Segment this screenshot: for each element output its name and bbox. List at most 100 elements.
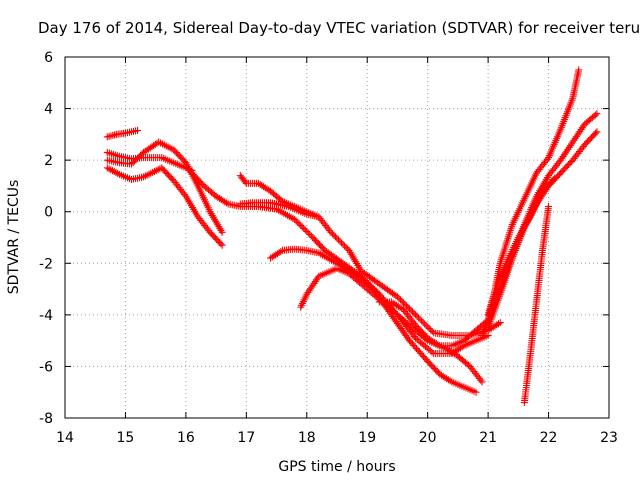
data-point-run — [526, 300, 540, 358]
data-point-run — [430, 329, 454, 339]
data-point-run — [345, 270, 364, 287]
data-point-run — [158, 164, 176, 183]
data-point-run — [194, 182, 213, 214]
data-point-run — [206, 208, 226, 236]
series-track-a — [103, 126, 142, 141]
data-point-run — [267, 187, 285, 204]
chart-title: Day 176 of 2014, Sidereal Day-to-day VTE… — [38, 19, 640, 37]
data-point-run — [267, 247, 285, 262]
data-point-run — [581, 128, 601, 149]
data-point-run — [412, 311, 436, 335]
data-point-run — [539, 203, 553, 254]
x-tick-label: 22 — [540, 430, 558, 446]
data-points — [103, 66, 601, 407]
x-tick-label: 17 — [237, 430, 255, 446]
x-tick-label: 23 — [600, 430, 618, 446]
plot-frame — [64, 56, 610, 419]
y-tick-label: -2 — [39, 256, 53, 272]
data-point-run — [545, 127, 564, 162]
data-point-run — [273, 205, 297, 222]
series-track-n — [484, 174, 559, 319]
data-point-run — [493, 261, 509, 288]
data-point-run — [399, 306, 418, 327]
data-point-run — [333, 264, 351, 277]
data-point-run — [206, 228, 226, 249]
data-point-run — [291, 215, 315, 240]
x-tick-label: 16 — [177, 430, 195, 446]
y-tick-label: 0 — [44, 205, 53, 221]
data-point-run — [121, 126, 142, 137]
data-point-run — [327, 228, 352, 253]
data-point-run — [448, 338, 466, 350]
x-tick-label: 18 — [298, 430, 316, 446]
data-point-run — [484, 282, 501, 319]
data-point-run — [569, 122, 588, 146]
x-axis-label: GPS time / hours — [278, 459, 395, 475]
data-point-run — [466, 362, 486, 386]
data-point-run — [545, 170, 563, 190]
x-tick-label: 19 — [358, 430, 376, 446]
data-point-run — [406, 337, 430, 364]
x-tick-label: 14 — [56, 430, 74, 446]
data-point-run — [496, 256, 516, 293]
data-point-run — [194, 213, 213, 235]
y-tick-label: 4 — [44, 102, 53, 118]
data-point-run — [393, 293, 418, 317]
data-point-run — [424, 357, 442, 377]
data-point-run — [321, 246, 345, 266]
data-point-run — [303, 210, 323, 221]
data-point-run — [103, 156, 121, 166]
y-tick-label: 6 — [44, 50, 53, 66]
data-point-run — [569, 66, 583, 102]
data-point-run — [188, 169, 207, 188]
y-tick-label: -8 — [39, 411, 53, 427]
data-point-run — [297, 292, 310, 311]
data-point-run — [357, 280, 382, 302]
data-point-run — [158, 154, 182, 168]
y-tick-label: -6 — [39, 359, 53, 375]
data-point-run — [514, 215, 533, 241]
y-tick-label: 2 — [44, 153, 53, 169]
data-point-run — [236, 172, 249, 186]
data-point-run — [315, 249, 339, 266]
axis-ticks: 14 15 16 17 18 19 20 21 22 23 -8 -6 -4 -2 0 2 4 6 — [39, 50, 618, 446]
data-point-run — [103, 148, 121, 160]
data-point-run — [508, 197, 527, 229]
data-point-run — [502, 235, 521, 267]
data-point-run — [127, 150, 146, 168]
series-track-d — [103, 164, 226, 249]
data-point-run — [303, 246, 321, 257]
data-point-run — [569, 142, 587, 164]
data-point-run — [412, 334, 436, 356]
series-track-c — [103, 138, 226, 236]
data-point-run — [333, 259, 357, 277]
series-track-g — [236, 199, 323, 221]
data-point-run — [436, 370, 454, 385]
data-point-run — [520, 171, 540, 203]
x-tick-label: 20 — [419, 430, 437, 446]
data-point-run — [532, 249, 546, 306]
data-point-run — [496, 223, 516, 267]
data-point-run — [545, 158, 563, 180]
data-point-run — [351, 270, 376, 292]
data-point-run — [357, 267, 382, 287]
data-point-run — [448, 378, 466, 390]
data-point-run — [291, 245, 309, 254]
data-point-run — [212, 192, 230, 207]
data-point-run — [532, 155, 551, 177]
series-track-o — [520, 203, 553, 407]
data-point-run — [387, 298, 406, 313]
data-point-run — [520, 352, 534, 407]
data-point-run — [200, 182, 219, 199]
data-point-run — [115, 152, 133, 162]
data-point-run — [581, 110, 601, 128]
data-point-run — [557, 96, 576, 133]
series-track-h — [267, 245, 480, 396]
data-point-run — [182, 192, 201, 219]
data-point-run — [557, 158, 575, 177]
series-track-j — [375, 298, 492, 350]
data-point-run — [387, 311, 412, 343]
data-point-run — [309, 234, 328, 253]
x-tick-label: 15 — [117, 430, 135, 446]
